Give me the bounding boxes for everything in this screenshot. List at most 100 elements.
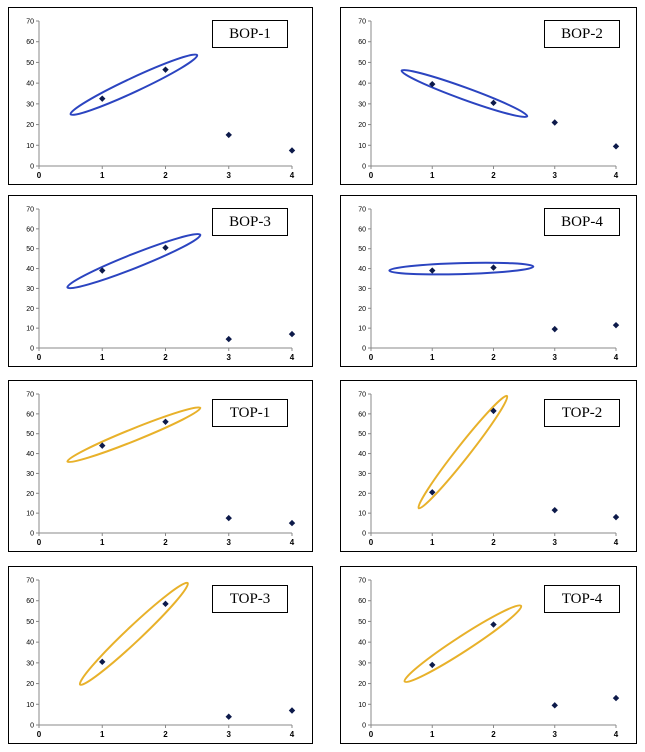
data-point xyxy=(162,244,169,251)
scatter-panel: 0 10 20 30 40 50 60 70 0 1 2 3 4 BOP-2 xyxy=(340,7,637,185)
y-tick-label: 60 xyxy=(358,39,366,46)
scatter-plot: 0 10 20 30 40 50 60 70 0 1 2 3 4 xyxy=(26,578,296,739)
data-point xyxy=(490,621,497,628)
y-tick-label: 0 xyxy=(362,531,366,538)
y-tick-label: 30 xyxy=(26,471,34,478)
x-tick-label: 0 xyxy=(369,171,374,180)
scatter-plot: 0 10 20 30 40 50 60 70 0 1 2 3 4 xyxy=(358,207,620,362)
x-tick-label: 1 xyxy=(100,730,105,739)
x-tick-label: 3 xyxy=(553,171,558,180)
x-tick-label: 2 xyxy=(163,353,168,362)
data-point xyxy=(612,143,620,150)
chart-title: TOP-1 xyxy=(212,399,288,427)
data-point xyxy=(99,658,106,666)
y-tick-label: 50 xyxy=(358,619,366,626)
y-tick-label: 10 xyxy=(26,143,34,150)
y-tick-label: 30 xyxy=(358,471,366,478)
y-tick-label: 20 xyxy=(358,306,366,313)
y-tick-label: 50 xyxy=(26,246,34,253)
y-tick-label: 40 xyxy=(358,81,366,88)
y-tick-label: 20 xyxy=(358,122,366,129)
x-tick-label: 0 xyxy=(37,353,42,362)
highlight-ellipse xyxy=(66,233,202,290)
y-tick-label: 50 xyxy=(26,60,34,67)
y-tick-label: 10 xyxy=(358,143,366,150)
data-point xyxy=(288,147,296,154)
x-tick-label: 1 xyxy=(100,353,105,362)
data-point xyxy=(551,506,558,514)
y-tick-label: 60 xyxy=(26,598,34,605)
x-tick-label: 4 xyxy=(614,353,619,362)
y-tick-label: 0 xyxy=(30,723,34,730)
x-tick-label: 0 xyxy=(369,730,374,739)
chart-title: TOP-3 xyxy=(212,585,288,613)
data-point xyxy=(225,335,232,343)
chart-title: BOP-3 xyxy=(212,208,288,236)
data-point xyxy=(612,513,620,521)
y-tick-label: 30 xyxy=(358,286,366,293)
scatter-panel: 0 10 20 30 40 50 60 70 0 1 2 3 4 BOP-1 xyxy=(8,7,313,185)
x-tick-label: 4 xyxy=(290,171,295,180)
y-tick-label: 10 xyxy=(26,326,34,333)
x-tick-label: 1 xyxy=(430,171,435,180)
y-tick-label: 0 xyxy=(362,723,366,730)
y-tick-label: 50 xyxy=(26,431,34,438)
data-point xyxy=(490,407,497,415)
chart-title: BOP-1 xyxy=(212,20,288,48)
data-point xyxy=(612,321,620,329)
y-tick-label: 20 xyxy=(26,681,34,688)
y-tick-label: 60 xyxy=(26,39,34,46)
data-point xyxy=(225,713,232,720)
scatter-plot: 0 10 20 30 40 50 60 70 0 1 2 3 4 xyxy=(358,392,620,547)
y-tick-label: 30 xyxy=(358,101,366,108)
data-point xyxy=(490,99,497,107)
x-tick-label: 3 xyxy=(553,538,558,547)
y-tick-label: 30 xyxy=(26,286,34,293)
x-tick-label: 0 xyxy=(369,353,374,362)
data-point xyxy=(429,267,436,274)
x-tick-label: 1 xyxy=(430,730,435,739)
x-tick-label: 2 xyxy=(491,538,496,547)
x-tick-label: 2 xyxy=(163,538,168,547)
y-tick-label: 30 xyxy=(358,660,366,667)
highlight-ellipse xyxy=(400,69,529,118)
x-tick-label: 2 xyxy=(163,730,168,739)
y-tick-label: 30 xyxy=(26,101,34,108)
x-tick-label: 4 xyxy=(290,538,295,547)
x-tick-label: 4 xyxy=(290,353,295,362)
data-point xyxy=(429,489,436,496)
data-point xyxy=(288,519,296,527)
scatter-panel: 0 10 20 30 40 50 60 70 0 1 2 3 4 TOP-3 xyxy=(8,566,313,744)
y-tick-label: 0 xyxy=(362,346,366,353)
y-tick-label: 70 xyxy=(358,578,366,585)
x-tick-label: 3 xyxy=(227,171,232,180)
y-tick-label: 60 xyxy=(26,226,34,233)
y-tick-label: 0 xyxy=(30,346,34,353)
x-tick-label: 0 xyxy=(37,171,42,180)
y-tick-label: 50 xyxy=(358,60,366,67)
y-tick-label: 40 xyxy=(358,451,366,458)
y-tick-label: 60 xyxy=(358,598,366,605)
chart-title: TOP-4 xyxy=(544,585,620,613)
x-tick-label: 0 xyxy=(37,730,42,739)
x-tick-label: 1 xyxy=(430,538,435,547)
y-tick-label: 20 xyxy=(26,122,34,129)
data-point xyxy=(99,442,106,449)
y-tick-label: 30 xyxy=(26,660,34,667)
x-tick-label: 1 xyxy=(100,171,105,180)
scatter-panel: 0 10 20 30 40 50 60 70 0 1 2 3 4 TOP-2 xyxy=(340,380,637,552)
data-point xyxy=(99,267,106,274)
y-tick-label: 70 xyxy=(26,392,34,399)
scatter-panel: 0 10 20 30 40 50 60 70 0 1 2 3 4 BOP-3 xyxy=(8,195,313,367)
data-point xyxy=(288,330,296,338)
y-tick-label: 20 xyxy=(26,306,34,313)
y-tick-label: 10 xyxy=(26,511,34,518)
y-tick-label: 40 xyxy=(26,266,34,273)
x-tick-label: 4 xyxy=(614,730,619,739)
x-tick-label: 3 xyxy=(227,730,232,739)
y-tick-label: 0 xyxy=(30,531,34,538)
y-tick-label: 50 xyxy=(26,619,34,626)
x-tick-label: 3 xyxy=(227,538,232,547)
highlight-ellipse xyxy=(388,261,535,276)
highlight-ellipse xyxy=(69,53,199,116)
